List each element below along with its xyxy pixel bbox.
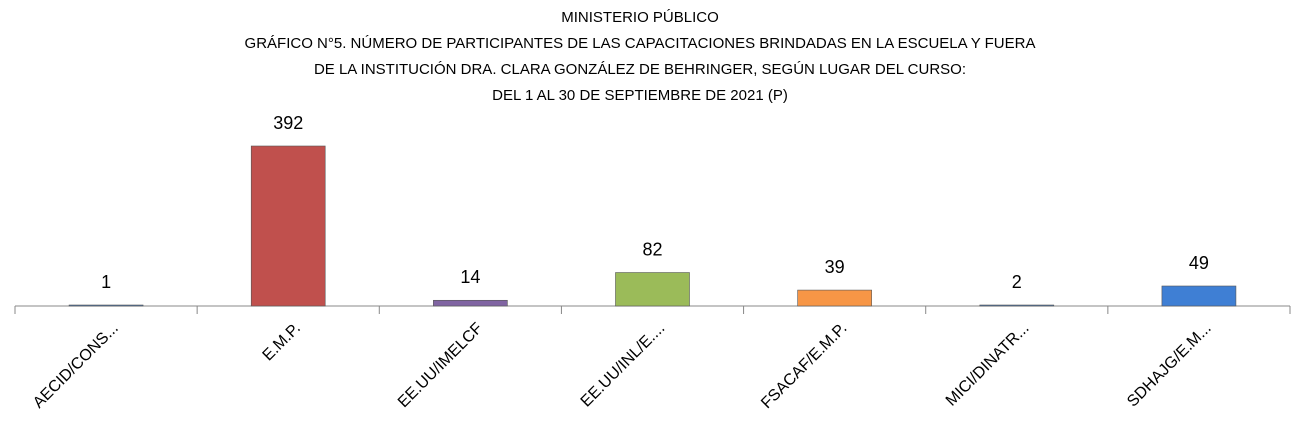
bar bbox=[68, 304, 144, 307]
x-tick-label: EE.UU/IMELCF bbox=[395, 320, 486, 411]
chart-title: DEL 1 AL 30 DE SEPTIEMBRE DE 2021 (P) bbox=[492, 87, 788, 104]
x-tick-label: MICI/DINATR... bbox=[943, 320, 1033, 410]
value-label: 14 bbox=[460, 267, 480, 287]
x-tick-label: EE.UU/INL/E.... bbox=[578, 320, 669, 411]
bar bbox=[797, 289, 872, 307]
bar bbox=[433, 299, 508, 307]
value-label: 39 bbox=[825, 257, 845, 277]
bar bbox=[979, 304, 1055, 307]
value-label: 49 bbox=[1189, 253, 1209, 273]
value-label: 82 bbox=[642, 239, 662, 259]
x-tick-label: E.M.P. bbox=[260, 320, 305, 365]
x-tick-label: AECID/CONS... bbox=[30, 320, 122, 412]
value-label: 1 bbox=[101, 272, 111, 292]
bar bbox=[615, 272, 690, 307]
bar bbox=[1161, 285, 1237, 307]
chart-title: MINISTERIO PÚBLICO bbox=[561, 9, 719, 26]
value-label: 392 bbox=[273, 113, 303, 133]
bar bbox=[250, 145, 326, 307]
chart-title: DE LA INSTITUCIÓN DRA. CLARA GONZÁLEZ DE… bbox=[314, 61, 966, 78]
x-tick-label: FSACAF/E.M.P. bbox=[758, 320, 850, 412]
x-tick-label: SDHAJG/E.M... bbox=[1124, 320, 1215, 411]
value-label: 2 bbox=[1012, 272, 1022, 292]
chart-title: GRÁFICO N°5. NÚMERO DE PARTICIPANTES DE … bbox=[245, 35, 1036, 52]
